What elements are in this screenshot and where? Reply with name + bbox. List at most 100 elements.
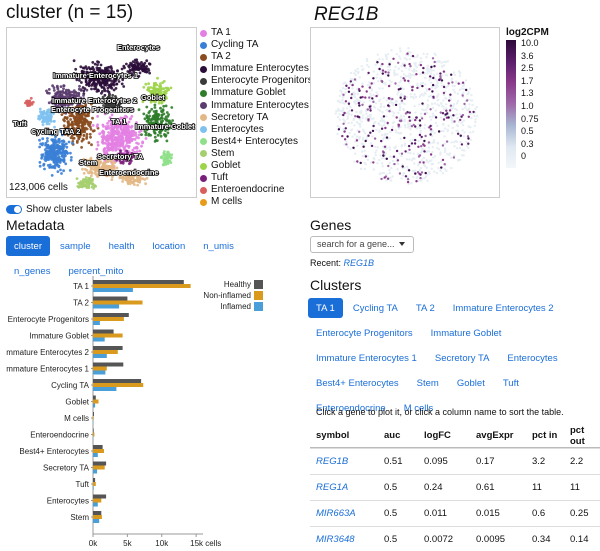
table-cell: 0.14	[570, 534, 589, 545]
legend-item[interactable]: Tuft	[200, 172, 317, 184]
metadata-tabs: cluster sample health location n_umis n_genes…	[6, 236, 290, 286]
gene-link[interactable]: REG1B	[316, 456, 349, 467]
gene-link[interactable]: MIR3648	[316, 534, 355, 545]
column-header[interactable]: avgExpr	[476, 430, 514, 441]
legend-swatch	[200, 102, 207, 110]
legend-item[interactable]: TA 2	[200, 51, 317, 63]
bar-category-label: TA 1	[73, 282, 89, 291]
legend-item[interactable]: Enterocyte Progenitors	[200, 75, 317, 87]
colorbar-tick: 0.3	[521, 138, 534, 149]
metadata-tab[interactable]: n_umis	[203, 240, 234, 252]
column-header[interactable]: logFC	[424, 430, 451, 441]
legend-item[interactable]: Secretory TA	[200, 112, 317, 124]
column-header[interactable]: symbol	[316, 430, 350, 441]
legend-swatch	[200, 29, 207, 37]
legend-label: TA 2	[211, 51, 231, 63]
bar	[93, 284, 191, 288]
legend-item[interactable]: Enterocytes	[200, 124, 317, 136]
bar	[93, 354, 107, 358]
column-header[interactable]: auc	[384, 430, 401, 441]
table-header-row: symbol auc logFC avgExpr pct in pct out	[310, 424, 600, 448]
cluster-tab[interactable]: Enterocyte Progenitors	[316, 327, 413, 339]
metadata-tab[interactable]: sample	[59, 240, 91, 252]
bar-category-label: Enterocyte Progenitors	[8, 315, 89, 324]
gene-link[interactable]: REG1A	[316, 482, 349, 493]
bar	[93, 300, 143, 305]
genes-title: Genes	[310, 217, 352, 233]
bar	[93, 511, 102, 515]
metadata-tab[interactable]: health	[108, 240, 135, 252]
table-cell: 0.34	[532, 534, 551, 545]
table-cell: 0.5	[384, 482, 398, 493]
chevron-down-icon[interactable]	[399, 242, 405, 246]
umap-cluster-label: Cycling TA	[31, 127, 70, 136]
cluster-tab[interactable]: Immature Enterocytes 2	[452, 302, 554, 314]
column-header[interactable]: pct in	[532, 430, 558, 441]
umap-cluster-label: Enterocyte Progenitors	[51, 105, 134, 114]
metadata-tab[interactable]: percent_mito	[68, 265, 124, 277]
metadata-tab[interactable]: cluster	[6, 236, 50, 256]
legend-item[interactable]: Immature Enterocytes 1	[200, 100, 317, 112]
metadata-tab[interactable]: location	[152, 240, 186, 252]
colorbar-tick: 10.0	[521, 38, 539, 48]
table-cell: 11	[532, 482, 542, 493]
gene-expression-umap-plot[interactable]	[310, 27, 500, 198]
cluster-tab[interactable]: Immature Enterocytes 1	[316, 352, 417, 364]
table-cell: 3.2	[532, 456, 546, 467]
umap-cluster-label: Secretory TA	[97, 152, 144, 161]
table-row: REG1A 0.5 0.24 0.61 11 11	[310, 474, 600, 500]
gene-search-input[interactable]: search for a gene...	[310, 236, 414, 253]
cluster-tab[interactable]: Immature Goblet	[430, 327, 502, 339]
gene-plot-title: REG1B	[314, 4, 379, 25]
bar	[93, 321, 100, 325]
cluster-tab[interactable]: M cells	[403, 402, 434, 414]
cluster-tab[interactable]: Enterocytes	[507, 352, 558, 364]
recent-gene-link[interactable]: REG1B	[343, 258, 375, 268]
bar	[93, 416, 94, 420]
legend-item[interactable]: Goblet	[200, 160, 317, 172]
bar-legend-swatch	[254, 280, 263, 289]
cluster-tab[interactable]: TA 2	[415, 302, 435, 314]
metadata-tab[interactable]: n_genes	[14, 265, 51, 277]
cluster-labels-toggle-row[interactable]: Show cluster labels	[6, 204, 112, 215]
legend-item[interactable]: Best4+ Enterocytes	[200, 136, 317, 148]
legend-label: M cells	[211, 196, 243, 208]
bar-category-label: Enterocytes	[47, 497, 89, 506]
colorbar-tick: 0	[521, 151, 527, 162]
bar	[93, 399, 99, 404]
table-hint: Click a gene to plot it, or click a colu…	[316, 407, 564, 417]
cluster-tab[interactable]: Goblet	[456, 377, 485, 389]
column-header[interactable]: pct out	[570, 424, 585, 447]
cluster-tab[interactable]: Enteroendocrine	[316, 402, 386, 414]
legend-label: Enterocytes	[211, 123, 264, 135]
cluster-umap-plot[interactable]: Enterocytes Immature Enterocytes 1 Immatur…	[6, 27, 197, 198]
legend-item[interactable]: M cells	[200, 196, 317, 208]
bar-category-label: Secretory TA	[43, 464, 90, 473]
legend-swatch	[200, 174, 207, 182]
cluster-tab[interactable]: TA 1	[308, 298, 343, 318]
legend-item[interactable]: Immature Enterocytes 2	[200, 63, 317, 75]
cluster-labels-toggle-label: Show cluster labels	[26, 204, 113, 215]
cluster-tab[interactable]: Cycling TA	[352, 302, 398, 314]
bar-legend-label: Non-inflamed	[203, 291, 251, 300]
cluster-tab[interactable]: Secretory TA	[434, 352, 490, 364]
umap-cluster-label: Immature Enterocytes 2	[52, 96, 137, 105]
gene-link[interactable]: MIR663A	[316, 508, 356, 519]
legend-item[interactable]: Cycling TA	[200, 39, 317, 51]
cluster-tab[interactable]: Stem	[416, 377, 439, 389]
umap-cluster-label: TA 2	[65, 127, 80, 136]
table-cell: 0.51	[384, 456, 403, 467]
cluster-tab[interactable]: Best4+ Enterocytes	[316, 377, 399, 389]
cluster-labels-toggle[interactable]	[6, 205, 22, 214]
colorbar	[506, 40, 516, 168]
legend-item[interactable]: Stem	[200, 148, 317, 160]
colorbar-tick: 1.3	[521, 88, 534, 99]
cluster-tab[interactable]: Tuft	[502, 377, 519, 389]
bar	[93, 428, 94, 433]
legend-item[interactable]: Immature Goblet	[200, 87, 317, 99]
legend-item[interactable]: Enteroendocrine	[200, 184, 317, 196]
legend-label: TA 1	[211, 27, 231, 38]
bar	[93, 403, 96, 408]
legend-label: Enterocyte Progenitors	[211, 75, 313, 87]
legend-item[interactable]: TA 1	[200, 27, 317, 39]
